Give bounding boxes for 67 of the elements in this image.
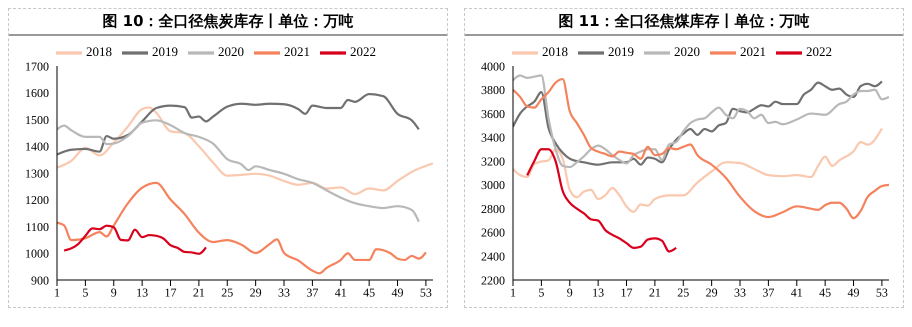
x-tick-label: 45 <box>819 286 832 300</box>
y-tick-label: 1700 <box>25 59 49 74</box>
x-tick-label: 21 <box>648 286 661 300</box>
y-tick-label: 3200 <box>481 154 505 168</box>
legend-label: 2021 <box>284 44 310 59</box>
line-series <box>513 127 884 213</box>
y-tick-label: 3600 <box>481 106 505 121</box>
y-tick-label: 1100 <box>25 220 49 234</box>
x-tick-label: 53 <box>876 286 888 300</box>
line-series <box>57 92 420 156</box>
y-tick-label: 4000 <box>481 59 505 74</box>
y-tick-label: 2400 <box>481 249 505 264</box>
x-tick-label: 5 <box>538 286 544 300</box>
legend-label: 2019 <box>152 44 178 59</box>
x-tick-label: 49 <box>392 286 404 300</box>
x-tick-label: 9 <box>566 286 573 300</box>
y-tick-label: 2800 <box>481 202 505 216</box>
chart-title: 图 11：全口径焦煤库存丨单位：万吨 <box>465 9 903 36</box>
line-series <box>57 182 428 274</box>
x-tick-label: 29 <box>250 286 262 300</box>
x-tick-label: 9 <box>110 286 117 300</box>
y-tick-label: 1500 <box>25 112 49 127</box>
x-tick-label: 25 <box>677 286 690 300</box>
y-tick-label: 900 <box>31 273 49 288</box>
line-series <box>513 78 889 220</box>
y-tick-label: 2200 <box>481 273 505 288</box>
y-tick-label: 1400 <box>25 140 49 154</box>
y-tick-label: 3000 <box>481 178 505 192</box>
line-series <box>62 224 208 255</box>
x-tick-label: 53 <box>420 286 432 300</box>
chart-title: 图 10：全口径焦炭库存丨单位：万吨 <box>9 9 447 36</box>
legend-label: 2020 <box>674 44 700 59</box>
x-tick-label: 21 <box>192 286 205 300</box>
legend-label: 2022 <box>350 44 376 59</box>
y-tick-label: 1000 <box>25 246 49 261</box>
y-tick-label: 3800 <box>481 83 505 98</box>
line-series <box>57 119 420 223</box>
x-tick-label: 13 <box>136 286 148 300</box>
legend-label: 2019 <box>608 44 634 59</box>
y-tick-label: 1200 <box>25 193 49 208</box>
x-tick-label: 29 <box>706 286 718 300</box>
x-tick-label: 37 <box>762 286 774 300</box>
legend-label: 2022 <box>806 44 832 59</box>
y-tick-label: 3400 <box>481 130 505 145</box>
x-tick-label: 17 <box>164 286 177 300</box>
legend-label: 2021 <box>740 44 766 59</box>
y-tick-label: 2600 <box>481 226 505 240</box>
x-tick-label: 17 <box>620 286 633 300</box>
legend-label: 2020 <box>218 44 244 59</box>
line-series <box>57 106 433 196</box>
x-tick-label: 25 <box>221 286 234 300</box>
x-tick-label: 33 <box>734 286 746 300</box>
x-tick-label: 41 <box>790 286 803 300</box>
line-series <box>526 148 678 253</box>
x-tick-label: 45 <box>363 286 376 300</box>
x-tick-label: 13 <box>592 286 604 300</box>
x-tick-label: 41 <box>334 286 347 300</box>
x-tick-label: 1 <box>510 286 516 300</box>
x-tick-label: 37 <box>306 286 318 300</box>
x-tick-label: 49 <box>848 286 860 300</box>
legend-label: 2018 <box>542 44 568 59</box>
legend-label: 2018 <box>86 44 112 59</box>
x-tick-label: 1 <box>54 286 60 300</box>
y-tick-label: 1600 <box>25 86 49 100</box>
y-tick-label: 1300 <box>25 166 49 180</box>
x-tick-label: 33 <box>278 286 290 300</box>
x-tick-label: 5 <box>82 286 88 300</box>
